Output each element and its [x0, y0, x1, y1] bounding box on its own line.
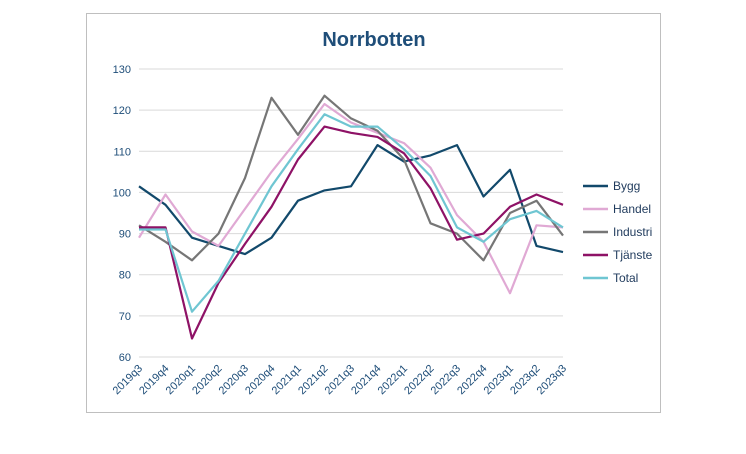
y-tick-label: 80	[119, 270, 131, 282]
x-tick-label: 2023q3	[535, 363, 569, 397]
gridlines	[139, 68, 563, 358]
legend: Bygg Handel Industri Tjänste Total	[583, 179, 653, 285]
y-tick-label: 90	[119, 229, 131, 241]
legend-label-bygg: Bygg	[613, 179, 640, 193]
series-line-industri	[138, 94, 564, 262]
y-tick-label: 130	[113, 64, 131, 76]
legend-label-tjänste: Tjänste	[613, 248, 653, 262]
y-tick-label: 110	[113, 146, 131, 158]
chart-title: Norrbotten	[322, 29, 425, 51]
y-tick-label: 70	[119, 311, 131, 323]
series-lines	[138, 94, 564, 340]
series-line-tjänste	[139, 125, 564, 340]
chart-frame: Norrbotten 60 70 80 90 100 110 120 130 2019q3 201…	[86, 13, 661, 413]
legend-label-handel: Handel	[613, 202, 651, 216]
line-chart: Norrbotten 607080901001101201302019q3201…	[111, 29, 653, 397]
y-tick-label: 100	[113, 187, 131, 199]
legend-label-total: Total	[613, 271, 638, 285]
y-tick-label: 120	[113, 105, 131, 117]
series-line-total	[139, 113, 564, 313]
y-tick-label: 60	[119, 352, 131, 364]
legend-label-industri: Industri	[613, 225, 652, 239]
